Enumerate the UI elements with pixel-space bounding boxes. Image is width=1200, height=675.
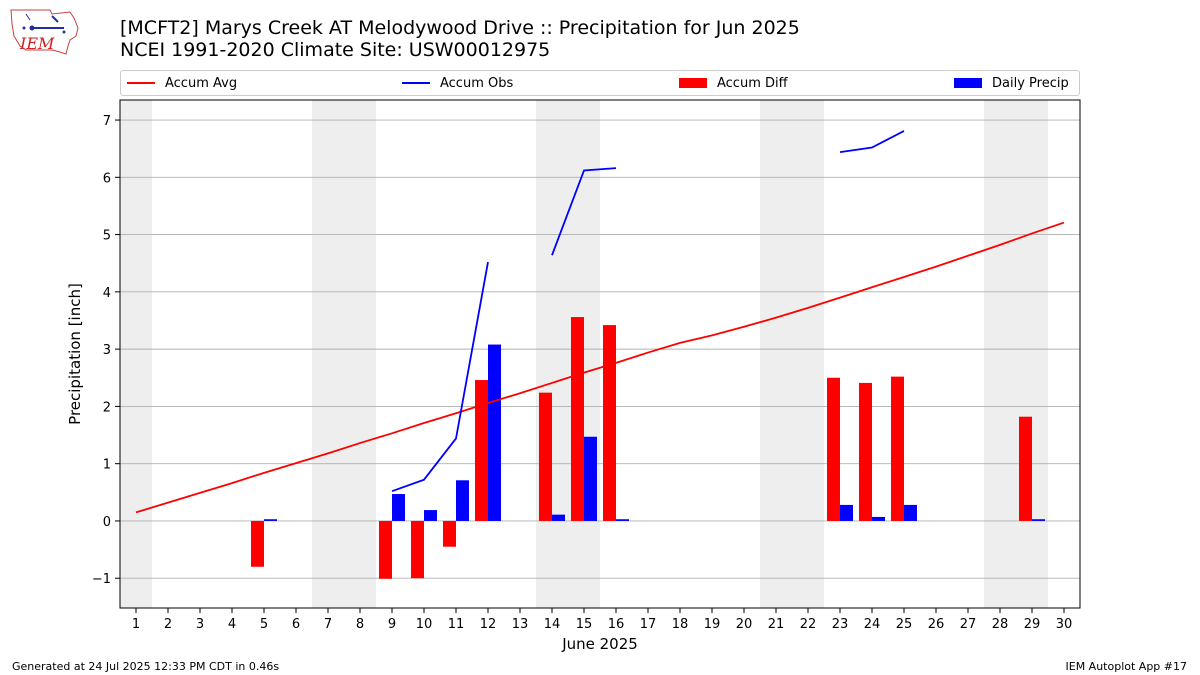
daily-precip-bar <box>616 519 629 521</box>
x-tick-label: 12 <box>480 617 497 632</box>
accum-diff-bar <box>891 376 904 521</box>
y-tick-label: 0 <box>103 515 111 530</box>
accum-diff-bar <box>603 325 616 521</box>
daily-precip-bar <box>264 519 277 521</box>
weekend-shade <box>984 100 1048 608</box>
x-tick-label: 8 <box>356 617 364 632</box>
x-tick-label: 27 <box>960 617 977 632</box>
accum-diff-bar <box>251 520 264 567</box>
weekend-shade <box>312 100 376 608</box>
x-tick-label: 21 <box>768 617 785 632</box>
x-tick-label: 23 <box>832 617 849 632</box>
y-tick-label: 6 <box>103 171 111 186</box>
accum-diff-bar <box>379 520 392 579</box>
daily-precip-bar <box>552 514 565 521</box>
accum-diff-bar <box>443 520 456 547</box>
legend-swatch-daily-precip <box>954 78 982 88</box>
daily-precip-bar <box>392 494 405 521</box>
x-tick-label: 1 <box>132 617 140 632</box>
daily-precip-bar <box>584 436 597 521</box>
x-tick-label: 28 <box>992 617 1009 632</box>
logo-text: IEM <box>19 34 55 53</box>
x-tick-label: 29 <box>1024 617 1041 632</box>
legend-label-accum-diff: Accum Diff <box>717 75 788 91</box>
accum-obs-line <box>551 167 617 256</box>
chart-subtitle: NCEI 1991-2020 Climate Site: USW00012975 <box>120 39 551 61</box>
accum-diff-bar <box>539 392 552 521</box>
y-tick-label: 2 <box>103 400 111 415</box>
legend-item-daily-precip: Daily Precip <box>954 71 1069 95</box>
x-tick-label: 10 <box>416 617 433 632</box>
accum-diff-bar <box>1019 416 1032 521</box>
x-axis-label: June 2025 <box>561 635 638 653</box>
y-tick-label: −1 <box>92 572 111 587</box>
y-tick-label: 3 <box>103 343 111 358</box>
x-tick-label: 14 <box>544 617 561 632</box>
x-tick-label: 9 <box>388 617 396 632</box>
legend-label-accum-obs: Accum Obs <box>440 75 514 91</box>
daily-precip-bar <box>456 480 469 521</box>
x-tick-label: 20 <box>736 617 753 632</box>
x-tick-label: 15 <box>576 617 593 632</box>
weekend-shade <box>536 100 600 608</box>
weekend-shade <box>120 100 152 608</box>
accum-obs-line <box>839 130 905 154</box>
x-tick-label: 25 <box>896 617 913 632</box>
x-tick-label: 5 <box>260 617 268 632</box>
y-tick-label: 4 <box>103 286 111 301</box>
legend-item-accum-avg: Accum Avg <box>127 71 237 95</box>
x-tick-label: 18 <box>672 617 689 632</box>
accum-avg-line <box>135 221 1065 514</box>
legend-item-accum-diff: Accum Diff <box>679 71 788 95</box>
x-tick-label: 3 <box>196 617 204 632</box>
daily-precip-bar <box>904 504 917 521</box>
daily-precip-bar <box>840 504 853 521</box>
x-tick-label: 22 <box>800 617 817 632</box>
plot-frame <box>119 99 1081 609</box>
y-tick-label: 1 <box>103 458 111 473</box>
x-tick-label: 11 <box>448 617 465 632</box>
weekend-shade <box>760 100 824 608</box>
accum-diff-bar <box>411 520 424 579</box>
x-tick-label: 16 <box>608 617 625 632</box>
x-tick-label: 2 <box>164 617 172 632</box>
x-tick-label: 26 <box>928 617 945 632</box>
y-axis-label: Precipitation [inch] <box>66 283 84 425</box>
chart-legend: Accum Avg Accum Obs Accum Diff Daily Pre… <box>120 70 1080 96</box>
legend-label-daily-precip: Daily Precip <box>992 75 1069 91</box>
x-tick-label: 30 <box>1056 617 1073 632</box>
accum-diff-bar <box>827 377 840 521</box>
x-tick-label: 7 <box>324 617 332 632</box>
x-tick-label: 4 <box>228 617 236 632</box>
daily-precip-bar <box>872 516 885 521</box>
y-tick-label: 7 <box>103 114 111 129</box>
accum-diff-bar <box>571 317 584 521</box>
chart-title: [MCFT2] Marys Creek AT Melodywood Drive … <box>120 17 800 39</box>
legend-label-accum-avg: Accum Avg <box>165 75 238 91</box>
x-tick-label: 6 <box>292 617 300 632</box>
x-tick-label: 19 <box>704 617 721 632</box>
accum-obs-line <box>391 261 489 493</box>
x-tick-label: 17 <box>640 617 657 632</box>
legend-swatch-accum-obs <box>402 82 430 84</box>
x-tick-label: 13 <box>512 617 529 632</box>
legend-item-accum-obs: Accum Obs <box>402 71 513 95</box>
app-footer: IEM Autoplot App #17 <box>1065 660 1188 673</box>
accum-diff-bar <box>859 382 872 521</box>
daily-precip-bar <box>1032 519 1045 521</box>
generated-footer: Generated at 24 Jul 2025 12:33 PM CDT in… <box>12 660 280 673</box>
legend-swatch-accum-diff <box>679 78 707 88</box>
daily-precip-bar <box>424 510 437 521</box>
legend-swatch-accum-avg <box>127 82 155 84</box>
iem-logo: IEM <box>10 9 79 55</box>
x-tick-label: 24 <box>864 617 881 632</box>
daily-precip-bar <box>488 344 501 521</box>
y-tick-label: 5 <box>103 229 111 244</box>
accum-diff-bar <box>475 380 488 521</box>
